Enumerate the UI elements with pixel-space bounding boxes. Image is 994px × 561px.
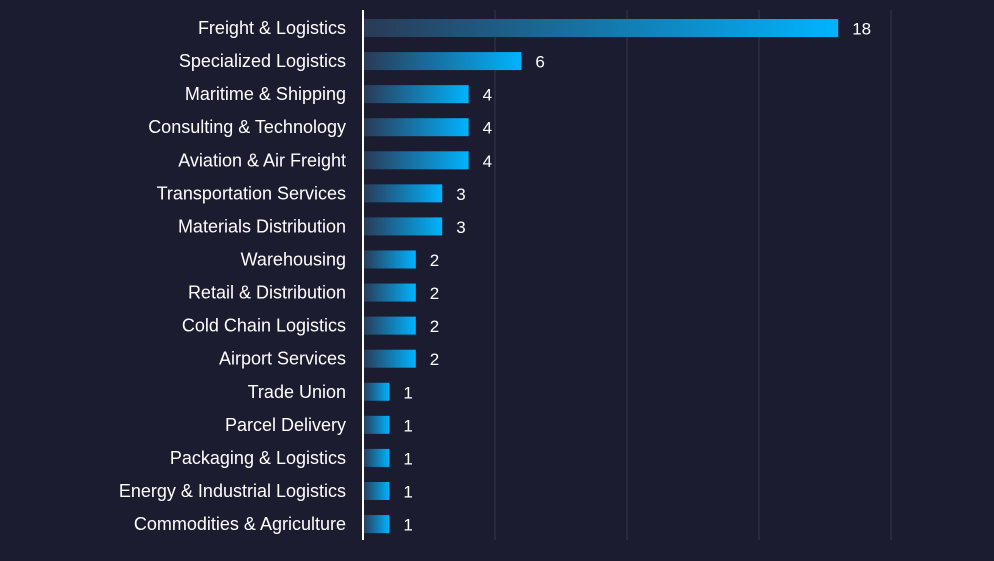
bar: [363, 415, 390, 434]
bar: [363, 515, 390, 534]
category-label: Maritime & Shipping: [185, 84, 346, 104]
data-label: 1: [403, 516, 412, 535]
gridlines: [494, 10, 892, 540]
data-label: 18: [852, 20, 871, 39]
bar: [363, 382, 390, 401]
category-label: Transportation Services: [157, 183, 346, 203]
data-label: 1: [403, 383, 412, 402]
bar: [363, 448, 390, 467]
data-label: 4: [483, 119, 492, 138]
bar: [363, 85, 469, 104]
category-label: Packaging & Logistics: [170, 448, 346, 468]
bars: [363, 19, 839, 534]
category-label: Specialized Logistics: [179, 51, 346, 71]
category-label: Trade Union: [248, 382, 346, 402]
bar: [363, 283, 416, 302]
data-label: 1: [403, 482, 412, 501]
bar: [363, 250, 416, 269]
category-label: Commodities & Agriculture: [134, 514, 346, 534]
data-label: 1: [403, 416, 412, 435]
data-label: 3: [456, 185, 465, 204]
category-label: Materials Distribution: [178, 216, 346, 236]
data-label: 3: [456, 218, 465, 237]
data-label: 2: [430, 317, 439, 336]
data-label: 2: [430, 350, 439, 369]
bar: [363, 316, 416, 335]
category-label: Retail & Distribution: [188, 283, 346, 303]
category-label: Cold Chain Logistics: [182, 316, 346, 336]
data-label: 4: [483, 86, 492, 105]
bar: [363, 349, 416, 368]
category-label: Freight & Logistics: [198, 18, 346, 38]
bar: [363, 52, 522, 71]
bar: [363, 118, 469, 137]
bar: [363, 19, 839, 37]
category-label: Parcel Delivery: [225, 415, 346, 435]
bar: [363, 217, 443, 236]
data-label: 2: [430, 251, 439, 270]
data-label: 4: [483, 152, 492, 171]
data-label: 6: [535, 53, 544, 72]
data-label: 1: [403, 449, 412, 468]
category-label: Aviation & Air Freight: [178, 150, 346, 170]
category-label: Consulting & Technology: [148, 117, 346, 137]
bar: [363, 151, 469, 170]
bar: [363, 481, 390, 500]
bar: [363, 184, 443, 203]
category-label: Energy & Industrial Logistics: [119, 481, 346, 501]
category-labels: Freight & Logistics Specialized Logistics…: [119, 18, 346, 534]
data-label: 2: [430, 284, 439, 303]
category-label: Warehousing: [241, 249, 346, 269]
category-label: Airport Services: [219, 349, 346, 369]
